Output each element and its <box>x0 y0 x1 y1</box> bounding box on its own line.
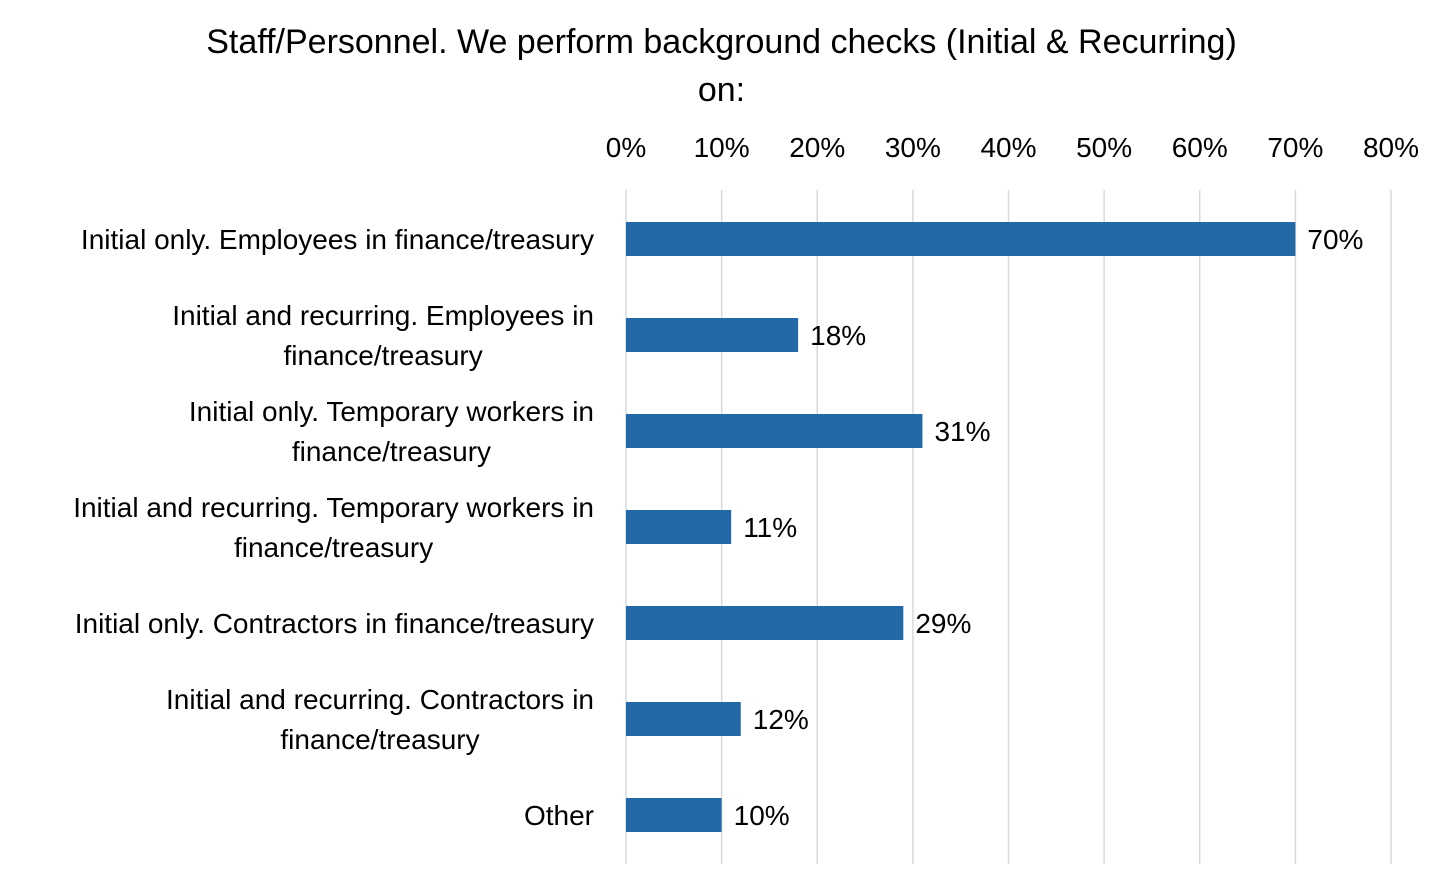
data-label-0: 70% <box>1307 224 1363 255</box>
bars <box>626 222 1296 832</box>
category-label-1-line-1: finance/treasury <box>284 340 483 371</box>
x-tick-label-20: 20% <box>789 132 845 163</box>
category-label-3-line-0: Initial and recurring. Temporary workers… <box>73 492 594 523</box>
x-tick-label-40: 40% <box>980 132 1036 163</box>
x-tick-label-80: 80% <box>1363 132 1419 163</box>
category-label-2-line-1: finance/treasury <box>292 436 491 467</box>
category-label-4-line-0: Initial only. Contractors in finance/tre… <box>75 608 594 639</box>
bar-5 <box>626 702 741 736</box>
category-label-5: Initial and recurring. Contractors in fin… <box>166 684 594 755</box>
category-label-0: Initial only. Employees in finance/treas… <box>81 224 594 255</box>
category-label-5-line-1: finance/treasury <box>280 724 479 755</box>
bar-3 <box>626 510 732 544</box>
data-labels: 70% 18% 31% 11% 29% 12% 10% <box>734 224 1364 831</box>
category-label-3: Initial and recurring. Temporary workers… <box>73 492 594 563</box>
chart-title: Staff/Personnel. We perform background c… <box>0 18 1443 114</box>
data-label-1: 18% <box>810 320 866 351</box>
bar-6 <box>626 798 722 832</box>
data-label-4: 29% <box>915 608 971 639</box>
bar-1 <box>626 318 799 352</box>
data-label-6: 10% <box>734 800 790 831</box>
x-tick-label-50: 50% <box>1076 132 1132 163</box>
x-axis-tick-labels: 0% 10% 20% 30% 40% 50% 60% 70% 80% <box>606 132 1419 163</box>
gridlines <box>625 190 1392 864</box>
x-tick-label-0: 0% <box>606 132 646 163</box>
category-label-5-line-0: Initial and recurring. Contractors in <box>166 684 594 715</box>
data-label-3: 11% <box>743 512 797 543</box>
data-label-2: 31% <box>934 416 990 447</box>
category-label-4: Initial only. Contractors in finance/tre… <box>75 608 594 639</box>
category-label-2-line-0: Initial only. Temporary workers in <box>189 396 594 427</box>
x-tick-label-60: 60% <box>1172 132 1228 163</box>
category-label-6: Other <box>524 800 594 831</box>
category-label-2: Initial only. Temporary workers in financ… <box>189 396 594 467</box>
bar-2 <box>626 414 923 448</box>
data-label-5: 12% <box>753 704 809 735</box>
category-label-3-line-1: finance/treasury <box>234 532 433 563</box>
chart-title-line-1: Staff/Personnel. We perform background c… <box>206 23 1237 61</box>
category-label-1-line-0: Initial and recurring. Employees in <box>172 300 594 331</box>
chart-title-line-2: on: <box>697 71 746 109</box>
category-label-0-line-0: Initial only. Employees in finance/treas… <box>81 224 594 255</box>
x-tick-label-30: 30% <box>885 132 941 163</box>
category-label-6-line-0: Other <box>524 800 594 831</box>
bar-0 <box>626 222 1296 256</box>
bar-4 <box>626 606 904 640</box>
x-tick-label-10: 10% <box>694 132 750 163</box>
category-label-1: Initial and recurring. Employees in finan… <box>172 300 594 371</box>
x-tick-label-70: 70% <box>1267 132 1323 163</box>
category-labels: Initial only. Employees in finance/treas… <box>73 224 594 831</box>
